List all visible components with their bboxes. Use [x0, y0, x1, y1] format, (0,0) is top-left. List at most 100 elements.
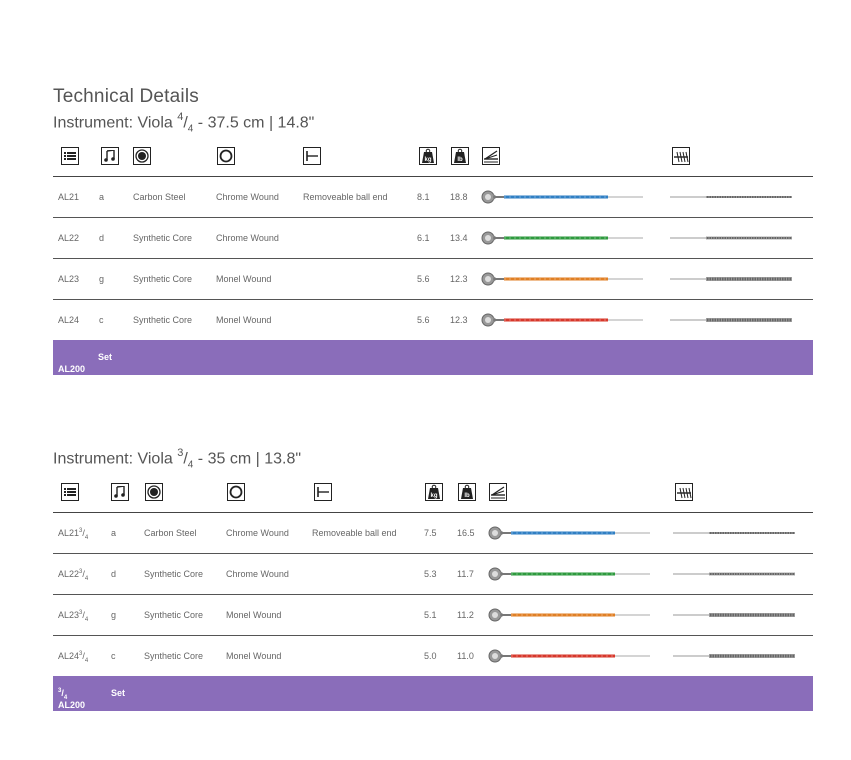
set-bar[interactable]: AL200 Set	[53, 340, 813, 375]
string-code-text: AL22	[58, 569, 80, 579]
string-image	[487, 643, 652, 669]
cell-kg: 7.5	[424, 528, 437, 538]
cell-note: c	[99, 315, 104, 325]
cell-kg: 5.6	[417, 315, 430, 325]
string-code-text: AL24	[58, 315, 80, 325]
string-image	[480, 307, 645, 333]
table-row: AL223/4 d Synthetic Core Chrome Wound 5.3 11.…	[53, 554, 813, 595]
table-row: AL22 d Synthetic Core Chrome Wound 6.1 13.4	[53, 218, 813, 259]
string-code: AL223/4	[58, 569, 89, 582]
column-icon-row: kg lb	[53, 483, 813, 505]
cell-winding: Monel Wound	[226, 651, 282, 661]
fraction-denominator: 4	[84, 534, 89, 541]
core-icon	[145, 483, 163, 501]
fraction-denominator: 4	[63, 694, 68, 701]
cell-core: Synthetic Core	[133, 315, 193, 325]
winding-image	[670, 310, 794, 330]
cell-end: Removeable ball end	[303, 192, 388, 202]
cell-note: d	[99, 233, 105, 243]
header-divider	[53, 512, 813, 513]
fraction-numerator: 3	[79, 651, 83, 657]
set-code: AL200 3/4	[58, 688, 86, 710]
size-denominator: 4	[187, 459, 194, 471]
header-divider	[53, 176, 813, 177]
size-numerator: 3	[177, 447, 184, 459]
svg-text:lb: lb	[464, 493, 470, 499]
winding-icon	[217, 147, 235, 165]
cell-note: c	[111, 651, 116, 661]
cell-kg: 5.0	[424, 651, 437, 661]
svg-text:lb: lb	[457, 157, 463, 163]
instrument-suffix: - 37.5 cm | 14.8"	[193, 114, 315, 132]
table-row: AL243/4 c Synthetic Core Monel Wound 5.0 11.0	[53, 636, 813, 677]
set-code-text: AL200	[58, 700, 86, 710]
cell-lb: 11.7	[457, 569, 474, 579]
cell-core: Synthetic Core	[133, 233, 193, 243]
winding-image	[673, 646, 797, 666]
cell-lb: 16.5	[457, 528, 475, 538]
svg-text:kg: kg	[424, 157, 431, 163]
winding-image	[673, 564, 797, 584]
list-icon	[61, 147, 79, 165]
winding-image	[670, 228, 794, 248]
string-code: AL213/4	[58, 528, 89, 541]
string-code-text: AL21	[58, 528, 80, 538]
column-icon-row: kg lb	[53, 147, 813, 169]
fraction-numerator: 3	[79, 528, 83, 534]
cell-winding: Chrome Wound	[216, 192, 279, 202]
string-image	[487, 602, 652, 628]
string-code: AL23	[58, 274, 79, 284]
string-code: AL243/4	[58, 651, 89, 664]
cell-kg: 5.6	[417, 274, 430, 284]
string-image	[480, 225, 645, 251]
cell-lb: 18.8	[450, 192, 468, 202]
winding-pattern-icon	[672, 147, 690, 165]
string-code: AL24	[58, 315, 79, 325]
cell-core: Synthetic Core	[144, 610, 204, 620]
ball-end-icon	[303, 147, 321, 165]
winding-image	[670, 269, 794, 289]
string-code-text: AL23	[58, 610, 80, 620]
cell-lb: 12.3	[450, 274, 468, 284]
instrument-prefix: Instrument: Viola	[53, 114, 178, 132]
ball-end-icon	[314, 483, 332, 501]
core-icon	[133, 147, 151, 165]
string-code-text: AL24	[58, 651, 80, 661]
svg-text:kg: kg	[430, 493, 437, 499]
cell-core: Carbon Steel	[144, 528, 197, 538]
string-code-text: AL23	[58, 274, 80, 284]
table-row: AL213/4 a Carbon Steel Chrome Wound Removeab…	[53, 513, 813, 554]
cell-winding: Monel Wound	[226, 610, 282, 620]
cell-kg: 6.1	[417, 233, 430, 243]
string-image	[487, 561, 652, 587]
string-image	[480, 184, 645, 210]
string-length-icon	[482, 147, 500, 165]
cell-kg: 5.3	[424, 569, 437, 579]
string-image	[487, 520, 652, 546]
string-code: AL233/4	[58, 610, 89, 623]
kg-icon: kg	[419, 147, 437, 165]
music-note-icon	[111, 483, 129, 501]
winding-image	[673, 523, 797, 543]
set-label: Set	[111, 688, 126, 698]
lb-icon: lb	[451, 147, 469, 165]
cell-core: Carbon Steel	[133, 192, 186, 202]
kg-icon: kg	[425, 483, 443, 501]
table-row: AL21 a Carbon Steel Chrome Wound Removeable …	[53, 177, 813, 218]
string-code-text: AL21	[58, 192, 80, 202]
page-title: Technical Details	[53, 86, 199, 107]
cell-note: g	[111, 610, 117, 620]
cell-lb: 11.0	[457, 651, 474, 661]
table-row: AL233/4 g Synthetic Core Monel Wound 5.1 11.2	[53, 595, 813, 636]
lb-icon: lb	[458, 483, 476, 501]
set-bar[interactable]: AL200 3/4 Set	[53, 676, 813, 711]
instrument-suffix: - 35 cm | 13.8"	[193, 450, 302, 468]
cell-note: d	[111, 569, 117, 579]
string-code: AL22	[58, 233, 79, 243]
table-row: AL23 g Synthetic Core Monel Wound 5.6 12.3	[53, 259, 813, 300]
winding-pattern-icon	[675, 483, 693, 501]
string-length-icon	[489, 483, 507, 501]
cell-lb: 13.4	[450, 233, 468, 243]
fraction-denominator: 4	[84, 657, 89, 664]
string-code-text: AL22	[58, 233, 80, 243]
